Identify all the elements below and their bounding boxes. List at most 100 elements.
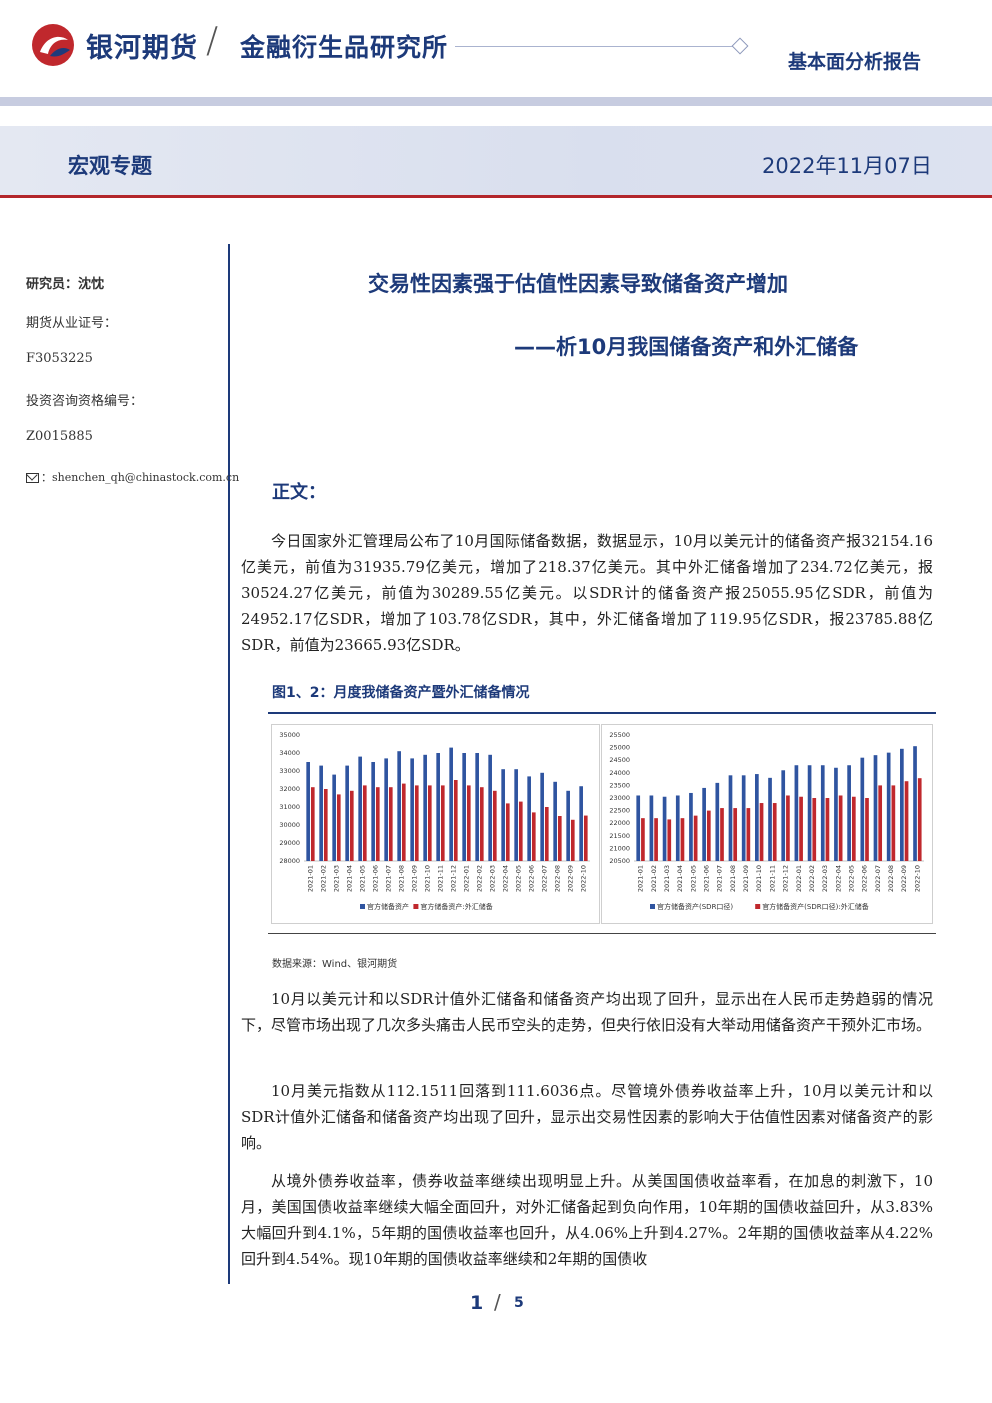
bar	[345, 765, 349, 861]
bar	[746, 808, 751, 861]
bar	[904, 781, 909, 861]
report-date: 2022年11月07日	[762, 154, 932, 178]
bar	[649, 795, 654, 861]
bar	[527, 776, 531, 861]
paragraph: 10月以美元计和以SDR计值外汇储备和储备资产均出现了回升，显示出在人民币走势趋…	[241, 990, 933, 1034]
bar	[553, 781, 557, 861]
x-tick-label: 2021-06	[372, 865, 380, 892]
bar	[781, 770, 786, 861]
bar	[427, 785, 432, 861]
company-logo-icon	[32, 24, 74, 66]
bar	[786, 795, 790, 861]
y-tick-label: 22500	[609, 807, 630, 815]
x-tick-label: 2022-09	[567, 865, 575, 892]
bar	[570, 819, 575, 861]
x-tick-label: 2022-10	[913, 865, 921, 892]
bar	[834, 767, 838, 861]
bar	[462, 753, 466, 861]
bar	[371, 762, 375, 861]
bar	[306, 762, 310, 861]
x-tick-label: 2022-04	[834, 865, 842, 892]
y-tick-label: 21000	[609, 844, 630, 852]
bar	[755, 774, 759, 861]
legend-label: 官方储备资产	[367, 902, 409, 911]
reserve-assets-sdr-chart: 20500 21000 21500 22000 22500 23000 23500 24000…	[601, 724, 933, 924]
header-decoration-line	[455, 46, 735, 47]
bar	[851, 796, 856, 861]
bar	[531, 812, 536, 861]
y-tick-label: 22000	[609, 819, 630, 827]
x-tick-label: 2021-07	[716, 865, 724, 892]
sidebar-divider	[228, 244, 230, 1284]
paragraph: 从境外债券收益率，债券收益率继续出现明显上升。从美国国债收益率看，在加息的刺激下…	[241, 1172, 933, 1268]
bar	[794, 765, 799, 861]
bar	[807, 765, 812, 861]
x-tick-label: 2021-12	[450, 865, 458, 892]
bar	[693, 815, 698, 861]
y-tick-label: 31000	[279, 803, 300, 811]
bar	[706, 810, 711, 861]
x-tick-label: 2022-03	[489, 865, 497, 892]
bar	[414, 785, 419, 861]
figure-bottom-rule	[268, 933, 936, 934]
bar	[505, 803, 510, 861]
paragraph: 10月美元指数从112.1511回落到111.6036点。尽管境外债券收益率上升…	[241, 1082, 933, 1152]
y-tick-label: 21500	[609, 832, 630, 840]
y-tick-label: 25000	[609, 744, 630, 752]
report-type: 基本面分析报告	[788, 51, 922, 73]
bar	[323, 789, 328, 861]
y-tick-label: 32000	[279, 785, 300, 793]
bar	[362, 785, 367, 861]
bar	[720, 808, 724, 861]
x-tick-label: 2021-10	[424, 865, 432, 892]
x-tick-label: 2021-02	[320, 865, 328, 892]
x-tick-label: 2022-03	[821, 865, 829, 892]
section-label: 宏观专题	[68, 154, 152, 178]
investment-license-number: Z0015885	[26, 429, 93, 444]
x-tick-label: 2021-04	[676, 865, 684, 892]
x-tick-label: 2021-06	[703, 865, 711, 892]
email-address[interactable]: shenchen_qh@chinastock.com.cn	[52, 471, 240, 484]
institute-name: 金融衍生品研究所	[240, 33, 449, 62]
x-tick-label: 2021-11	[437, 865, 445, 892]
bar	[436, 753, 440, 861]
x-tick-label: 2021-01	[307, 865, 315, 892]
bar	[453, 780, 458, 861]
x-tick-label: 2022-08	[554, 865, 562, 892]
legend-swatch	[360, 904, 365, 909]
bar	[518, 801, 523, 861]
x-tick-label: 2022-08	[887, 865, 895, 892]
chart-svg: 28000 29000 30000 31000 32000 33000 34000 35000…	[279, 731, 590, 911]
page-separator: /	[494, 1290, 501, 1314]
y-tick-label: 24000	[609, 769, 630, 777]
x-tick-label: 2022-05	[848, 865, 856, 892]
reserve-assets-usd-chart: 28000 29000 30000 31000 32000 33000 34000 35000…	[271, 724, 600, 924]
bar	[349, 790, 354, 861]
x-tick-label: 2022-10	[580, 865, 588, 892]
bar	[873, 755, 878, 861]
mail-icon	[26, 473, 39, 483]
bar	[799, 796, 803, 861]
bar	[540, 772, 544, 861]
legend-label: 官方储备资产(SDR口径):外汇储备	[762, 902, 869, 911]
bar	[479, 787, 484, 861]
y-tick-label: 23500	[609, 781, 630, 789]
y-tick-label: 33000	[279, 767, 300, 775]
x-tick-label: 2021-11	[768, 865, 776, 892]
bar	[636, 795, 641, 861]
bar	[410, 758, 414, 861]
data-source: 数据来源：Wind、银河期货	[272, 959, 398, 970]
bar	[728, 775, 733, 861]
license-label: 期货从业证号：	[26, 316, 118, 331]
bar	[475, 753, 479, 861]
figure-caption: 图1、2：月度我储备资产暨外汇储备情况	[272, 685, 530, 701]
x-tick-label: 2022-07	[874, 865, 882, 892]
header-separator: /	[206, 20, 219, 61]
bar	[440, 785, 445, 861]
x-tick-label: 2021-08	[398, 865, 406, 892]
bar	[768, 777, 772, 861]
bar	[772, 803, 777, 861]
y-tick-label: 23000	[609, 794, 630, 802]
x-tick-label: 2021-09	[742, 865, 750, 892]
license-number: F3053225	[26, 351, 93, 366]
